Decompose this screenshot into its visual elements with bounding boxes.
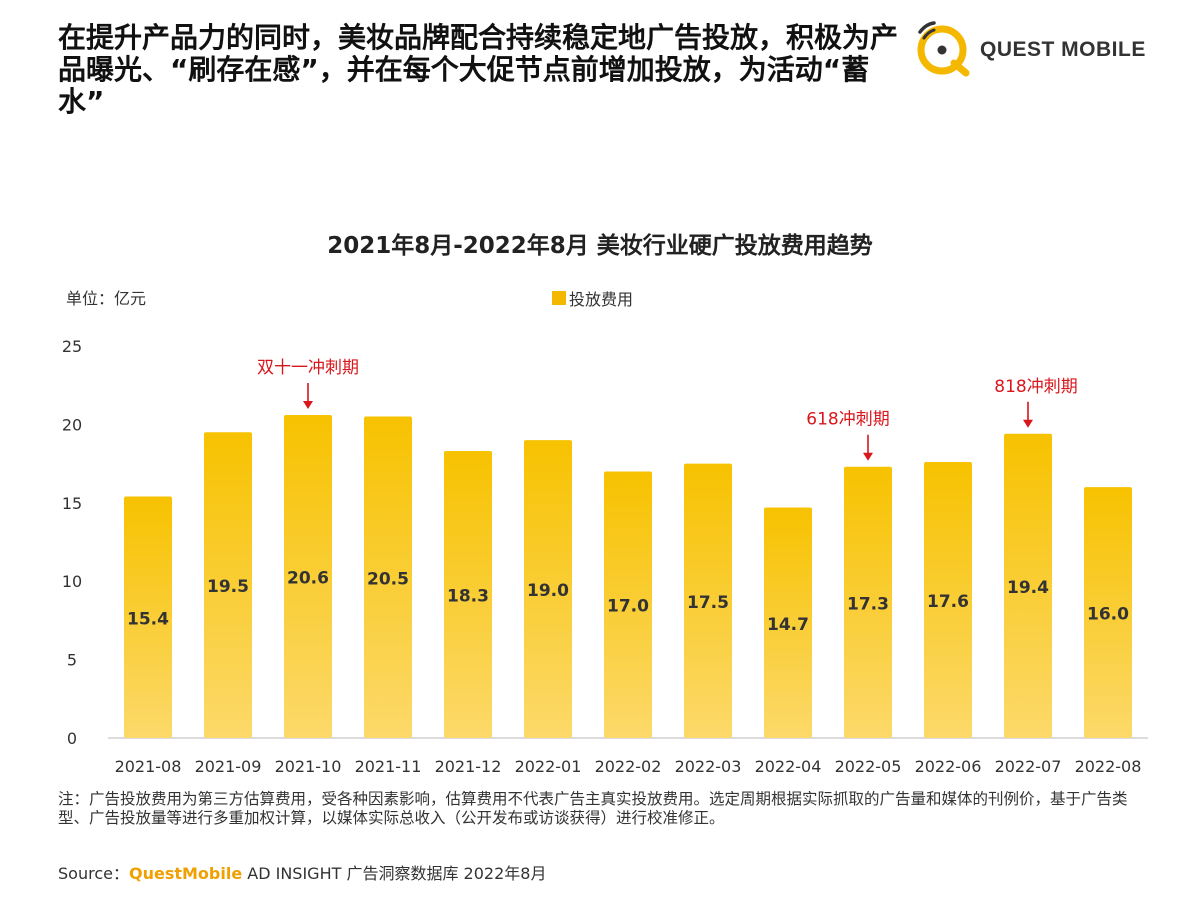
- x-tick-label: 2021-11: [355, 757, 422, 776]
- data-label: 17.3: [847, 594, 889, 614]
- data-label: 19.5: [207, 577, 249, 597]
- x-tick-label: 2021-10: [275, 757, 342, 776]
- footnote: 注：广告投放费用为第三方估算费用，受各种因素影响，估算费用不代表广告主真实投放费…: [58, 790, 1128, 827]
- x-tick-label: 2022-03: [675, 757, 742, 776]
- x-tick-label: 2021-08: [115, 757, 182, 776]
- y-tick-label: 5: [67, 651, 77, 670]
- bar: [124, 496, 172, 738]
- bar: [924, 462, 972, 738]
- x-tick-label: 2022-02: [595, 757, 662, 776]
- legend-swatch: [552, 291, 566, 305]
- data-label: 17.6: [927, 592, 969, 612]
- source-suffix: AD INSIGHT 广告洞察数据库 2022年8月: [242, 864, 547, 883]
- quest-mobile-logo: QUEST MOBILE: [910, 18, 1160, 78]
- bar: [284, 414, 332, 738]
- x-tick-label: 2022-06: [915, 757, 982, 776]
- data-label: 16.0: [1087, 605, 1129, 625]
- annotation-arrowhead: [303, 400, 313, 409]
- x-tick-label: 2021-09: [195, 757, 262, 776]
- annotation-label: 818冲刺期: [994, 377, 1077, 397]
- annotations: 双十一冲刺期 618冲刺期 818冲刺期: [257, 358, 1078, 461]
- annotation-label: 双十一冲刺期: [257, 358, 359, 378]
- source-prefix: Source：: [58, 864, 129, 883]
- x-tick-label: 2021-12: [435, 757, 502, 776]
- data-label: 17.0: [607, 597, 649, 617]
- x-axis: 2021-08 2021-09 2021-10 2021-11 2021-12 2022-…: [115, 757, 1142, 776]
- y-tick-label: 15: [62, 494, 82, 513]
- logo-mark-icon: [917, 21, 970, 77]
- data-label: 19.4: [1007, 578, 1049, 598]
- data-label: 17.5: [687, 593, 729, 613]
- unit-label: 单位：亿元: [66, 289, 147, 308]
- bar: [444, 451, 492, 738]
- source-brand: QuestMobile: [128, 864, 243, 883]
- data-label: 14.7: [767, 615, 809, 635]
- annotation-label: 618冲刺期: [806, 410, 889, 430]
- x-tick-label: 2022-07: [995, 757, 1062, 776]
- logo-text: QUEST MOBILE: [980, 38, 1146, 61]
- data-label: 19.0: [527, 581, 569, 601]
- y-tick-label: 25: [62, 337, 82, 356]
- annotation-arrowhead: [1023, 419, 1033, 428]
- annotation-arrowhead: [863, 452, 873, 461]
- x-tick-label: 2022-01: [515, 757, 582, 776]
- data-label: 15.4: [127, 609, 169, 629]
- x-tick-label: 2022-08: [1075, 757, 1142, 776]
- bar: [684, 463, 732, 738]
- bar: [1004, 433, 1052, 738]
- y-tick-label: 20: [62, 415, 82, 434]
- data-label: 20.6: [287, 568, 329, 588]
- legend-label: 投放费用: [569, 290, 634, 309]
- y-tick-label: 10: [62, 572, 82, 591]
- bar: [364, 416, 412, 738]
- y-tick-label: 0: [67, 729, 77, 748]
- bar: [844, 466, 892, 738]
- source-line: Source：QuestMobile AD INSIGHT 广告洞察数据库 20…: [58, 860, 546, 884]
- x-tick-label: 2022-04: [755, 757, 822, 776]
- bar-series: 15.4 19.5 20.6 20.5 18.3 19.0 17.0 17.5 14.7 17.3…: [124, 414, 1132, 738]
- bar: [764, 507, 812, 738]
- bar: [204, 432, 252, 738]
- x-tick-label: 2022-05: [835, 757, 902, 776]
- chart-title: 2021年8月-2022年8月 美妆行业硬广投放费用趋势: [327, 233, 873, 259]
- bar: [604, 471, 652, 738]
- data-label: 20.5: [367, 569, 409, 589]
- data-label: 18.3: [447, 587, 489, 607]
- bar: [1084, 487, 1132, 738]
- headline: 在提升产品力的同时，美妆品牌配合持续稳定地广告投放，积极为产品曝光、“刷存在感”…: [58, 21, 899, 118]
- bar: [524, 440, 572, 738]
- legend: 投放费用: [552, 286, 633, 310]
